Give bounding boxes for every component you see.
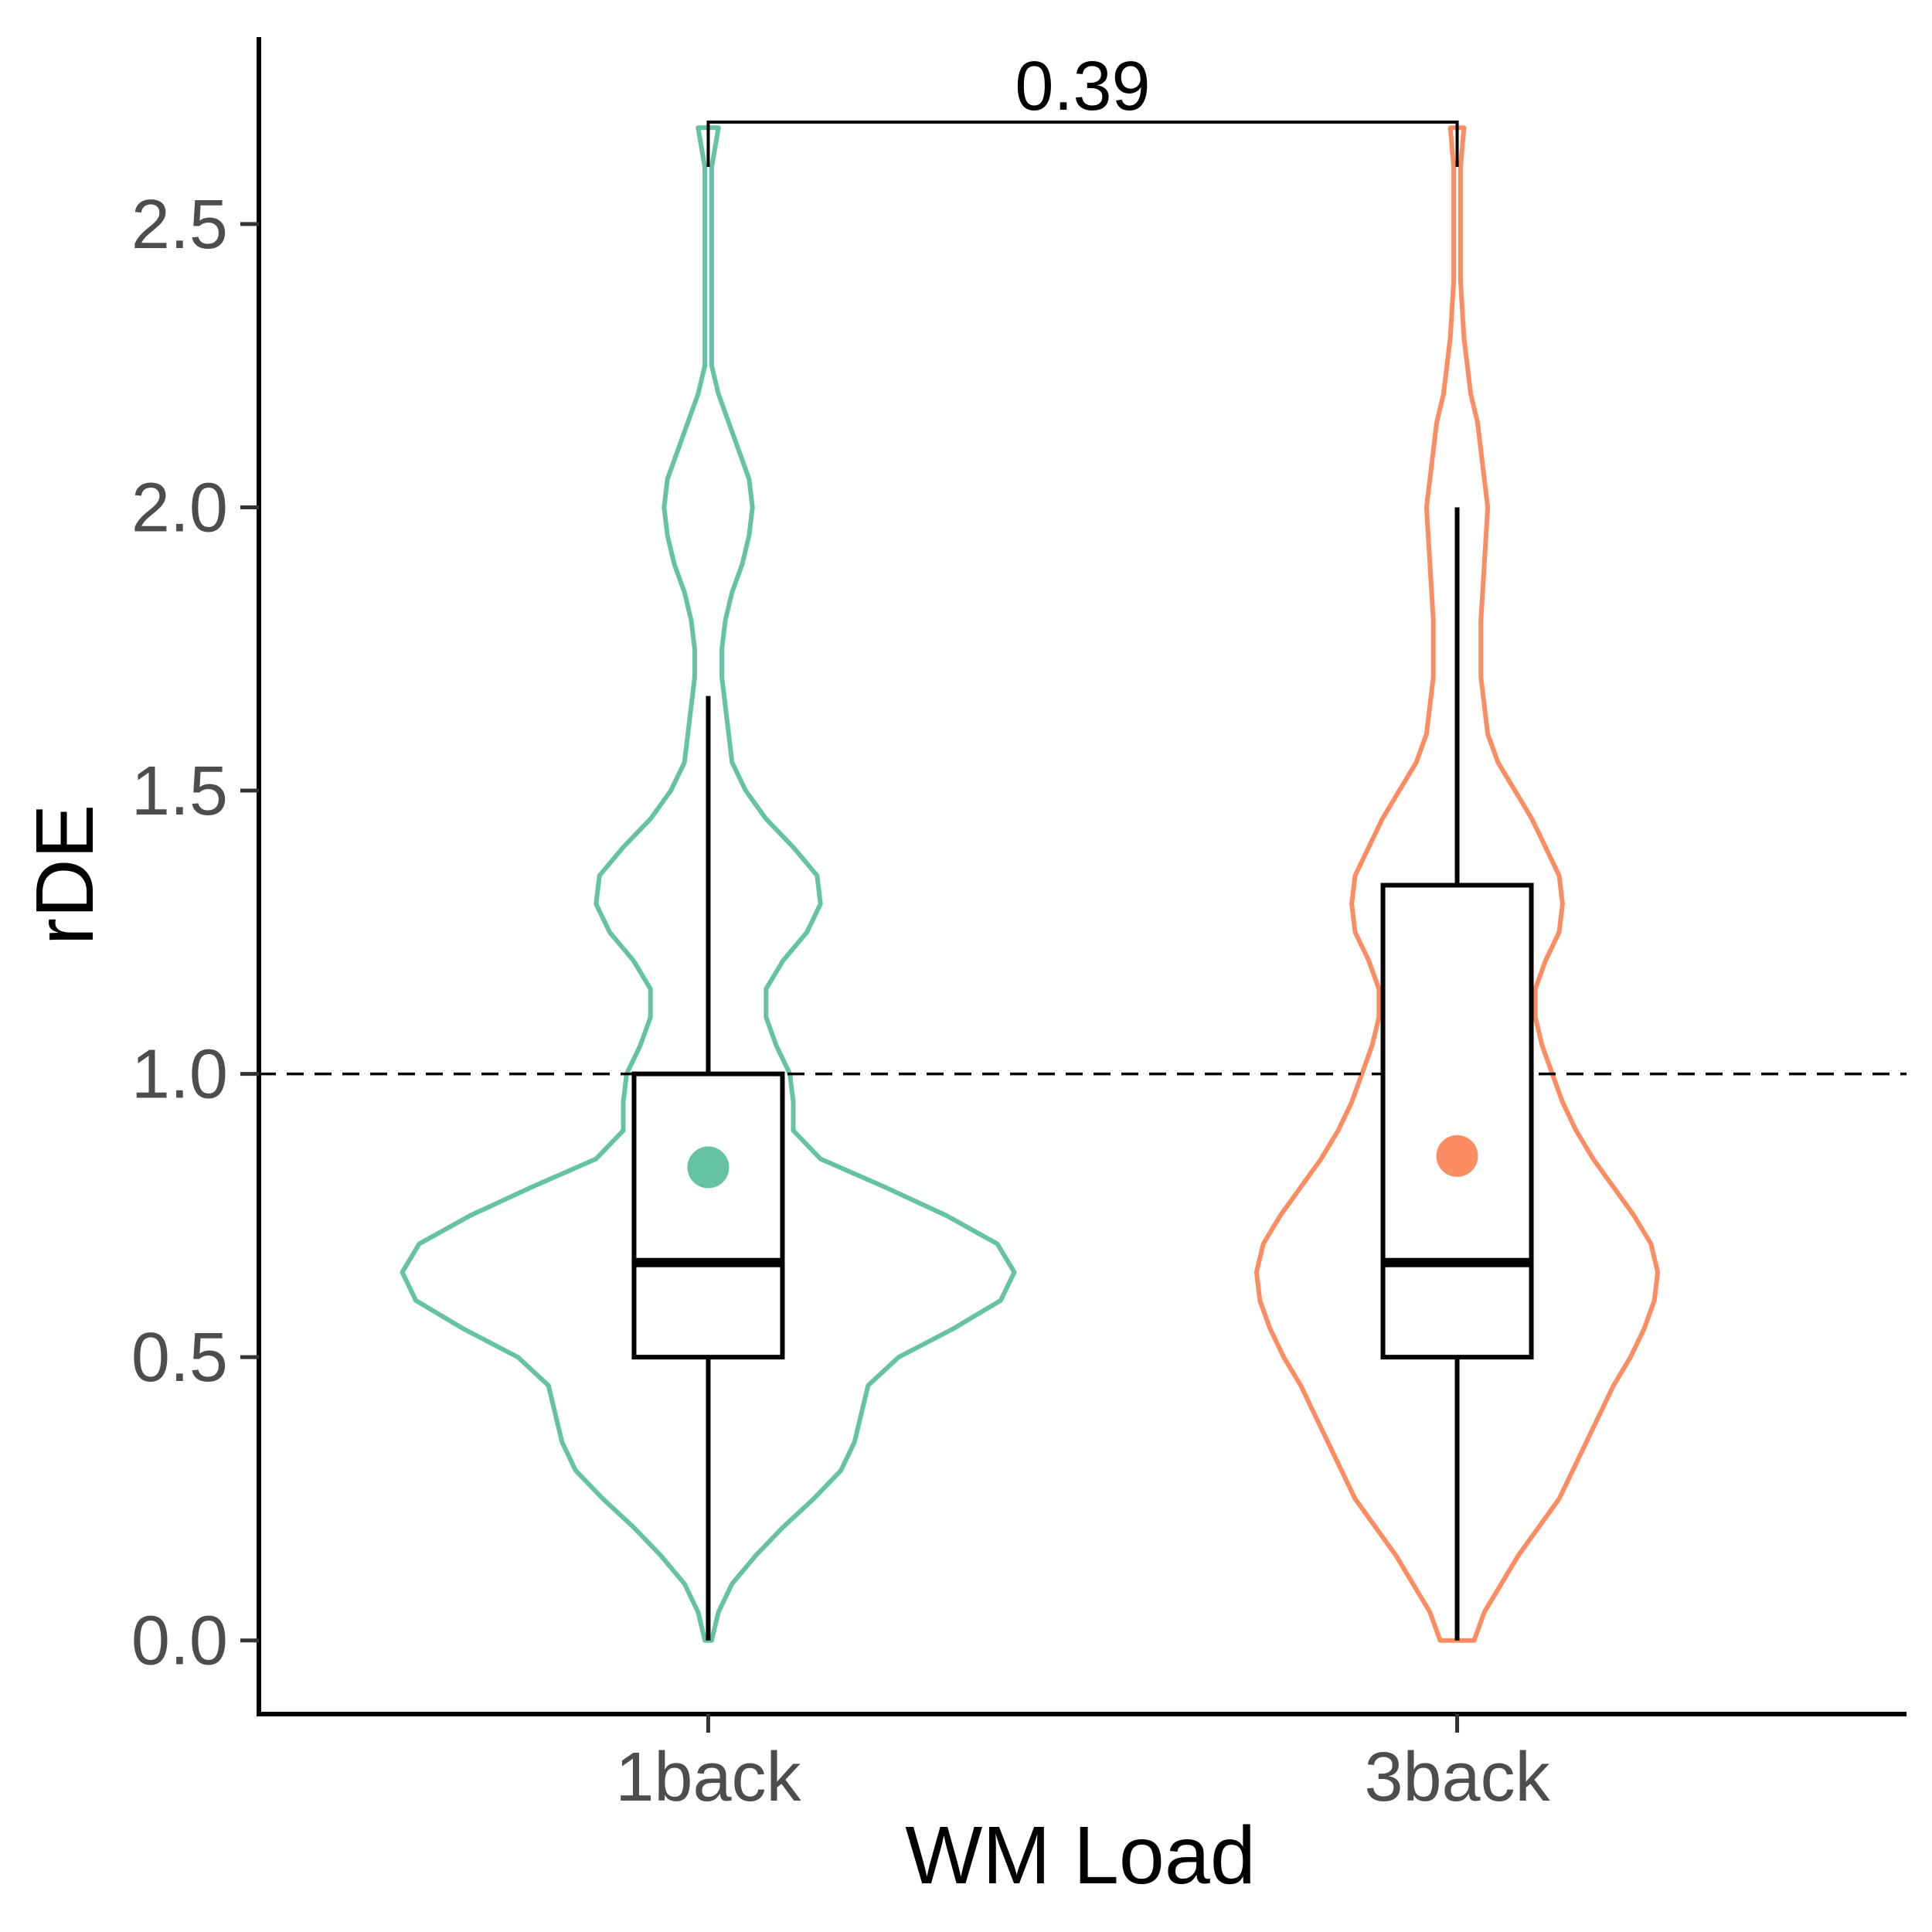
comparison-bracket (706, 120, 1459, 167)
comparison-layer: 0.39 (706, 48, 1459, 167)
comparison-label: 0.39 (1015, 48, 1150, 125)
violin-1back (400, 125, 1017, 1643)
x-axis-title: WM Load (905, 1810, 1256, 1901)
y-tick-label: 2.5 (131, 186, 228, 264)
y-axis-title: rDE (19, 804, 111, 946)
x-tick-label: 3back (1364, 1739, 1550, 1816)
y-tick-label: 2.0 (131, 469, 228, 546)
violins-layer (400, 125, 1661, 1643)
axes-layer: 0.0 0.5 1.0 1.5 2.0 2.5 1back 3back (131, 37, 1906, 1816)
mean-point-1back (687, 1146, 730, 1189)
boxplots-layer (631, 507, 1534, 1641)
x-tick-label: 1back (615, 1739, 801, 1816)
box-1back (631, 1071, 785, 1360)
y-tick-label: 1.5 (131, 753, 228, 830)
box-3back (1380, 883, 1534, 1360)
y-tick-label: 0.5 (131, 1319, 228, 1396)
mean-points-layer (687, 1134, 1478, 1189)
violin-3back (1253, 125, 1661, 1643)
mean-point-3back (1436, 1134, 1478, 1177)
y-tick-label: 0.0 (131, 1603, 228, 1680)
y-tick-label: 1.0 (131, 1036, 228, 1114)
